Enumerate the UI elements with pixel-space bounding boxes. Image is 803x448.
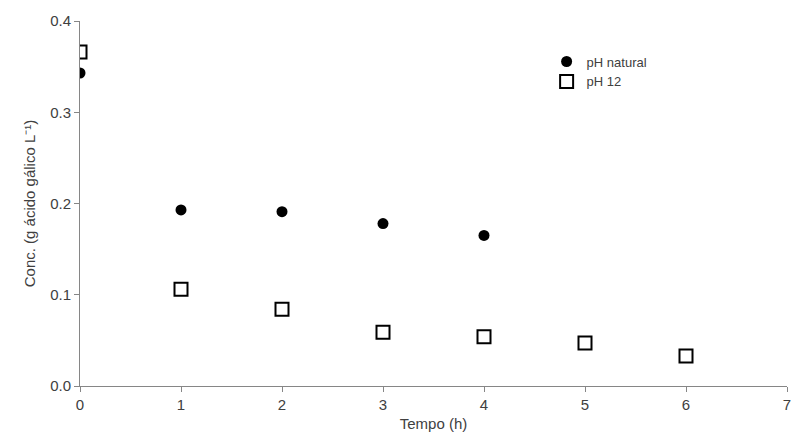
- svg-text:0: 0: [76, 396, 84, 413]
- svg-text:7: 7: [783, 396, 791, 413]
- svg-text:0.1: 0.1: [50, 286, 71, 303]
- svg-text:1: 1: [177, 396, 185, 413]
- svg-text:6: 6: [682, 396, 690, 413]
- svg-text:4: 4: [480, 396, 488, 413]
- svg-text:3: 3: [379, 396, 387, 413]
- svg-text:0.2: 0.2: [50, 195, 71, 212]
- svg-text:0.3: 0.3: [50, 104, 71, 121]
- svg-text:pH 12: pH 12: [587, 74, 622, 89]
- svg-text:0.4: 0.4: [50, 12, 71, 29]
- svg-text:Conc. (g ácido gálico L⁻¹): Conc. (g ácido gálico L⁻¹): [21, 120, 38, 288]
- svg-text:5: 5: [581, 396, 589, 413]
- svg-text:2: 2: [278, 396, 286, 413]
- svg-text:pH natural: pH natural: [587, 55, 647, 70]
- svg-text:0.0: 0.0: [50, 377, 71, 394]
- svg-text:Tempo (h): Tempo (h): [400, 415, 468, 432]
